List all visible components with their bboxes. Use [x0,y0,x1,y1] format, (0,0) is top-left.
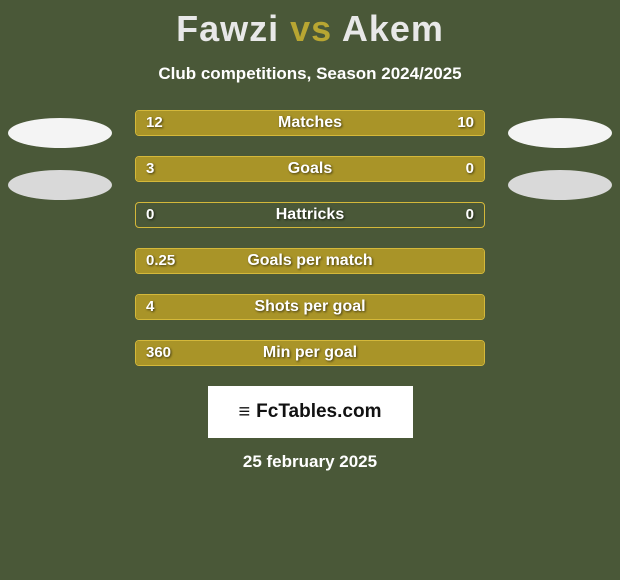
date-label: 25 february 2025 [0,452,620,472]
stat-bars-container: 12Matches10 3Goals0 0Hattricks0 0.25Goals p… [135,110,485,366]
stat-row: 0.25Goals per match [135,248,485,274]
player1-club-placeholder [8,170,112,200]
stat-fill-right [327,111,484,135]
stat-fill-left [136,157,397,181]
player1-name: Fawzi [176,8,279,49]
stat-value-right: 0 [456,203,484,227]
brand-text: FcTables.com [256,401,381,423]
player1-avatar-column [0,110,120,200]
stat-fill-right [397,157,484,181]
content-area: 12Matches10 3Goals0 0Hattricks0 0.25Goals p… [0,110,620,472]
player2-name: Akem [342,8,444,49]
player1-avatar-placeholder [8,118,112,148]
stat-fill-left [136,341,484,365]
comparison-title: Fawzi vs Akem [0,0,620,50]
player2-avatar-column [500,110,620,200]
stat-fill-left [136,295,484,319]
brand-badge: ≡ FcTables.com [208,386,413,438]
brand-icon: ≡ [239,401,251,424]
player2-avatar-placeholder [508,118,612,148]
stat-row: 360Min per goal [135,340,485,366]
subtitle: Club competitions, Season 2024/2025 [0,64,620,84]
stat-value-left: 0 [136,203,164,227]
player2-club-placeholder [508,170,612,200]
stat-fill-left [136,111,327,135]
stat-row: 4Shots per goal [135,294,485,320]
stat-fill-left [136,249,484,273]
stat-row: 0Hattricks0 [135,202,485,228]
stat-row: 3Goals0 [135,156,485,182]
stat-row: 12Matches10 [135,110,485,136]
vs-label: vs [290,8,332,49]
stat-label: Hattricks [136,203,484,227]
